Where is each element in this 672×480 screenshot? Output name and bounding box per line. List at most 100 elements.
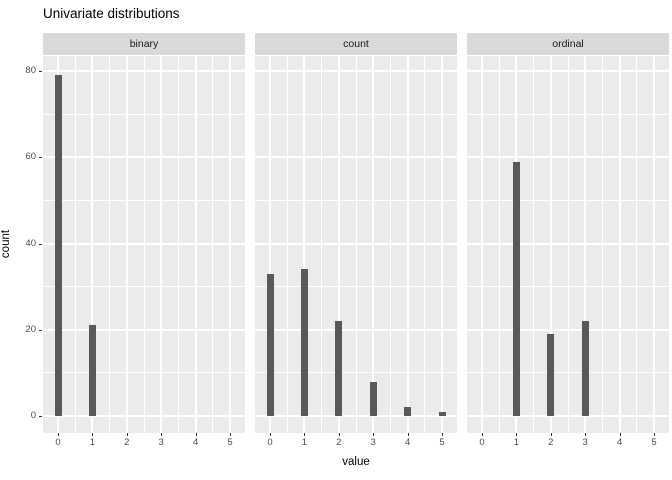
x-major-gridline [194,56,197,433]
x-minor-gridline [321,56,323,433]
bar-binary-0 [54,75,62,416]
x-minor-gridline [109,56,111,433]
facet-panel-binary [43,56,245,433]
bar-count-0 [266,273,274,416]
y-tick-mark [39,243,42,245]
chart-title: Univariate distributions [43,6,180,21]
facet-panel-ordinal [467,56,669,433]
x-tick-mark [161,433,163,436]
x-tick-mark [338,433,340,436]
x-tick-mark [195,433,197,436]
x-major-gridline [584,56,587,433]
x-minor-gridline [143,56,145,433]
x-tick-mark [230,433,231,436]
y-tick-label: 0 [30,410,36,421]
facet-strip-label: count [343,38,369,50]
x-minor-gridline [533,56,535,433]
y-tick-mark [39,71,42,72]
x-tick-mark [126,433,128,436]
x-tick-mark [58,433,59,436]
y-tick-label: 60 [25,151,36,163]
x-major-gridline [406,56,409,433]
facet-strip-label: ordinal [552,38,584,50]
x-minor-gridline [636,56,638,433]
bar-binary-1 [88,325,96,416]
x-major-gridline [549,56,552,433]
x-tick-label: 5 [439,437,445,448]
facet-strip-label: binary [129,38,159,50]
x-major-gridline [372,56,375,433]
y-tick-label: 80 [25,65,36,76]
x-tick-mark [270,433,271,436]
x-minor-gridline [601,56,603,433]
x-tick-label: 3 [370,437,376,448]
x-minor-gridline [498,56,500,433]
x-minor-gridline [74,56,76,433]
x-tick-mark [585,433,587,436]
x-tick-mark [407,433,409,436]
x-tick-label: 2 [336,437,342,448]
x-tick-mark [516,433,518,436]
x-minor-gridline [355,56,357,433]
y-tick-mark [39,329,42,331]
facet-strip-ordinal: ordinal [467,33,669,55]
x-tick-mark [619,433,621,436]
x-minor-gridline [389,56,391,433]
x-tick-label: 5 [227,437,233,448]
x-major-gridline [653,56,655,433]
x-tick-mark [442,433,443,436]
x-major-gridline [481,56,483,433]
bar-ordinal-3 [581,321,589,416]
x-minor-gridline [424,56,426,433]
bar-count-1 [300,269,308,416]
y-tick-label: 20 [25,323,36,335]
x-tick-label: 1 [513,437,520,448]
x-major-gridline [125,56,128,433]
x-tick-mark [482,433,483,436]
x-major-gridline [441,56,443,433]
x-tick-label: 1 [89,437,96,448]
y-tick-label: 40 [25,237,36,249]
x-minor-gridline [177,56,179,433]
x-tick-label: 0 [267,437,273,448]
x-major-gridline [160,56,163,433]
x-tick-label: 3 [582,437,588,448]
bar-count-5 [438,411,446,416]
x-minor-gridline [286,56,288,433]
x-major-gridline [91,56,94,433]
x-tick-mark [304,433,306,436]
x-tick-mark [654,433,655,436]
x-major-gridline [337,56,340,433]
facet-strip-count: count [255,33,457,55]
facet-strip-binary: binary [43,33,245,55]
x-tick-label: 4 [616,437,623,448]
x-minor-gridline [212,56,214,433]
x-tick-label: 0 [55,437,61,448]
x-tick-label: 2 [124,437,130,448]
x-tick-mark [373,433,375,436]
x-tick-label: 5 [651,437,657,448]
y-tick-mark [39,157,42,159]
bar-ordinal-1 [512,161,520,416]
x-tick-label: 4 [404,437,411,448]
x-major-gridline [618,56,621,433]
x-major-gridline [269,56,271,433]
bar-count-3 [369,381,377,416]
x-tick-mark [550,433,552,436]
bar-ordinal-2 [547,334,555,416]
x-tick-label: 0 [479,437,485,448]
bar-count-4 [404,407,412,416]
x-major-gridline [229,56,231,433]
x-axis-title: value [342,456,370,468]
facet-panel-count [255,56,457,433]
x-tick-label: 2 [548,437,554,448]
x-tick-label: 3 [158,437,164,448]
x-tick-label: 1 [301,437,308,448]
y-tick-mark [39,416,42,417]
bar-count-2 [335,321,343,416]
x-minor-gridline [567,56,569,433]
x-tick-mark [92,433,94,436]
x-tick-label: 4 [192,437,199,448]
x-major-gridline [303,56,306,433]
